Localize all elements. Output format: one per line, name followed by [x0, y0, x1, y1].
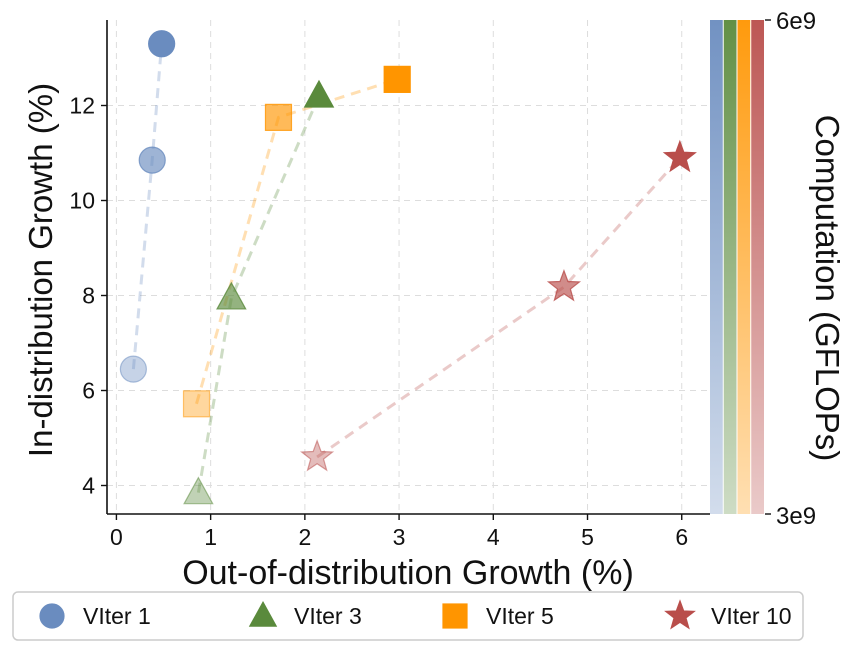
- y-tick-label: 8: [82, 283, 95, 309]
- data-point: [138, 146, 166, 174]
- series-line: [131, 43, 164, 370]
- data-point: [183, 476, 214, 505]
- legend-box: [12, 591, 804, 641]
- series-line: [195, 77, 398, 405]
- colorbar-strip: [737, 20, 751, 514]
- legend-marker: [248, 600, 278, 627]
- series-markers: [119, 30, 697, 505]
- y-axis-label: In-distribution Growth (%): [22, 83, 59, 457]
- x-tick-label: 3: [393, 524, 406, 550]
- data-point: [662, 139, 697, 173]
- series-line: [196, 95, 321, 493]
- y-tick-label: 6: [82, 378, 95, 404]
- y-tick-label: 12: [69, 93, 95, 119]
- series-line: [316, 156, 682, 459]
- legend: VIter 1 VIter 3 VIter 5 VIter 10: [12, 591, 804, 641]
- data-point: [546, 268, 582, 302]
- data-point: [303, 79, 335, 108]
- y-tick-label: 10: [69, 188, 95, 214]
- x-tick-label: 6: [675, 524, 688, 550]
- legend-marker: [442, 603, 468, 629]
- y-tick-label: 4: [82, 473, 95, 499]
- colorbar-strip: [723, 20, 737, 514]
- x-tick-label: 0: [110, 524, 123, 550]
- legend-marker: [664, 599, 696, 630]
- legend-marker: [39, 603, 65, 629]
- colorbar-min-label: 3e9: [776, 503, 816, 530]
- grid-layer: [107, 20, 710, 514]
- x-axis-label: Out-of-distribution Growth (%): [182, 554, 634, 592]
- data-point: [216, 281, 247, 310]
- legend-label: VIter 3: [294, 603, 362, 629]
- legend-label: VIter 1: [83, 603, 151, 629]
- legend-label: VIter 5: [486, 603, 554, 629]
- x-tick-label: 4: [487, 524, 500, 550]
- data-point: [119, 355, 147, 383]
- colorbar-strip: [710, 20, 723, 514]
- x-tick-label: 1: [204, 524, 217, 550]
- colorbar-max-label: 6e9: [776, 8, 816, 35]
- colorbar: [710, 19, 771, 515]
- series-lines: [131, 43, 682, 493]
- legend-label: VIter 10: [711, 603, 792, 629]
- x-tick-label: 5: [581, 524, 594, 550]
- colorbar-label: Computation (GFLOPs): [809, 115, 846, 462]
- data-point: [383, 65, 411, 93]
- x-tick-label: 2: [298, 524, 311, 550]
- data-point: [148, 30, 176, 58]
- data-point: [264, 103, 293, 131]
- data-point: [299, 439, 335, 472]
- data-point: [182, 390, 211, 418]
- colorbar-strip: [751, 20, 764, 514]
